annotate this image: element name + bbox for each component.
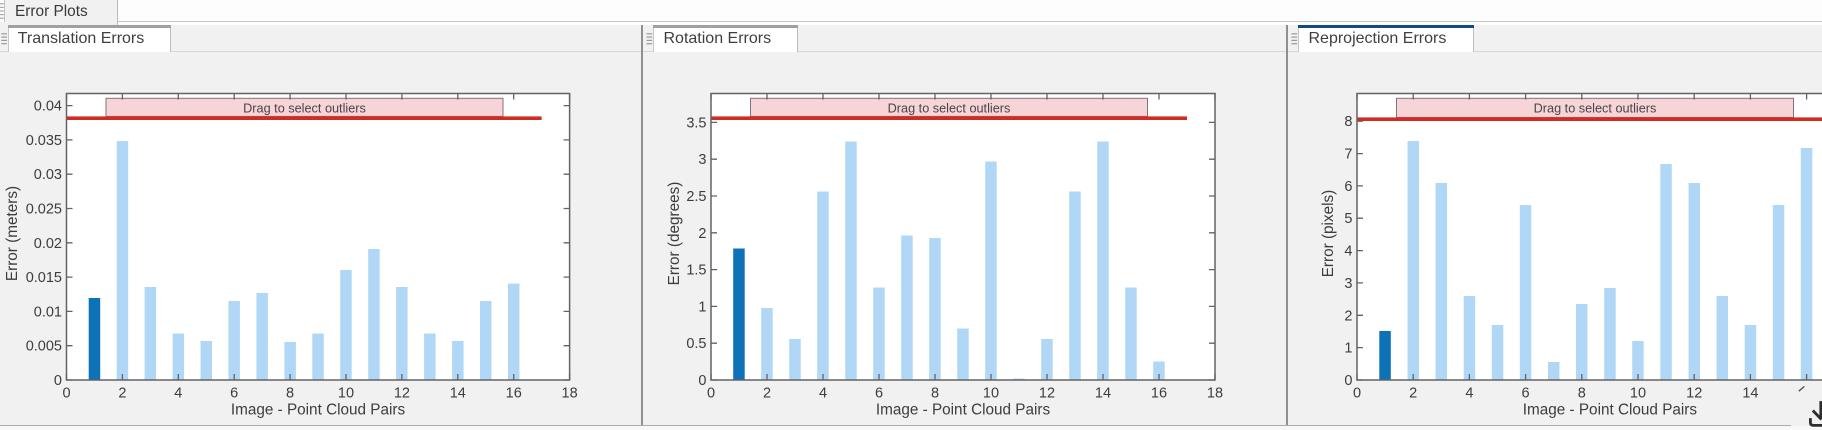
svg-text:5: 5	[1344, 211, 1352, 227]
svg-text:3: 3	[1344, 276, 1352, 292]
svg-text:3.5: 3.5	[686, 115, 706, 131]
svg-text:0.015: 0.015	[26, 270, 62, 286]
svg-text:12: 12	[1039, 386, 1055, 402]
svg-text:14: 14	[1742, 386, 1758, 402]
svg-text:1.5: 1.5	[686, 263, 706, 279]
svg-text:8: 8	[286, 386, 294, 402]
svg-text:Drag to select outliers: Drag to select outliers	[1534, 101, 1657, 115]
svg-text:6: 6	[1522, 386, 1530, 402]
svg-text:0.02: 0.02	[34, 236, 62, 252]
svg-text:2: 2	[1409, 386, 1417, 402]
svg-text:4: 4	[819, 386, 827, 402]
svg-text:14: 14	[450, 386, 466, 402]
svg-text:2: 2	[763, 386, 771, 402]
svg-text:16: 16	[506, 386, 522, 402]
svg-text:12: 12	[1686, 386, 1702, 402]
svg-text:Image - Point Cloud Pairs: Image - Point Cloud Pairs	[231, 402, 406, 419]
svg-text:10: 10	[983, 386, 999, 402]
svg-text:0: 0	[54, 373, 62, 389]
svg-text:0.005: 0.005	[26, 339, 62, 355]
svg-text:14: 14	[1095, 386, 1111, 402]
svg-text:18: 18	[562, 386, 578, 402]
svg-text:0.03: 0.03	[34, 167, 62, 183]
svg-text:6: 6	[230, 386, 238, 402]
svg-text:Image - Point Cloud Pairs: Image - Point Cloud Pairs	[1523, 402, 1698, 419]
svg-text:8: 8	[1578, 386, 1586, 402]
svg-text:6: 6	[1344, 179, 1352, 195]
svg-text:0.01: 0.01	[34, 304, 62, 320]
svg-text:16: 16	[1151, 386, 1167, 402]
svg-text:0.5: 0.5	[686, 336, 706, 352]
svg-text:0: 0	[62, 386, 70, 402]
svg-text:2: 2	[698, 226, 706, 242]
svg-text:Drag to select outliers: Drag to select outliers	[888, 101, 1011, 115]
svg-text:Error (degrees): Error (degrees)	[666, 182, 683, 286]
svg-text:8: 8	[931, 386, 939, 402]
svg-text:6: 6	[875, 386, 883, 402]
svg-text:Error (meters): Error (meters)	[4, 186, 21, 281]
svg-text:Image - Point Cloud Pairs: Image - Point Cloud Pairs	[876, 402, 1051, 419]
svg-text:1: 1	[698, 299, 706, 315]
svg-text:4: 4	[174, 386, 182, 402]
svg-text:1: 1	[1344, 341, 1352, 357]
svg-text:0.04: 0.04	[34, 99, 62, 115]
svg-text:2: 2	[1344, 308, 1352, 324]
svg-text:Drag to select outliers: Drag to select outliers	[243, 101, 366, 115]
svg-text:Error (pixels): Error (pixels)	[1320, 190, 1337, 278]
svg-text:8: 8	[1344, 114, 1352, 130]
svg-text:0: 0	[1344, 373, 1352, 389]
svg-text:3: 3	[698, 152, 706, 168]
svg-text:10: 10	[338, 386, 354, 402]
svg-text:0.025: 0.025	[26, 202, 62, 218]
svg-text:0: 0	[707, 386, 715, 402]
svg-text:2: 2	[118, 386, 126, 402]
svg-text:0: 0	[698, 373, 706, 389]
svg-text:0: 0	[1353, 386, 1361, 402]
svg-text:10: 10	[1630, 386, 1646, 402]
svg-text:7: 7	[1344, 147, 1352, 163]
svg-text:4: 4	[1344, 244, 1352, 260]
svg-text:12: 12	[394, 386, 410, 402]
svg-text:2.5: 2.5	[686, 189, 706, 205]
svg-text:4: 4	[1465, 386, 1473, 402]
svg-text:18: 18	[1207, 386, 1223, 402]
svg-text:0.035: 0.035	[26, 133, 62, 149]
